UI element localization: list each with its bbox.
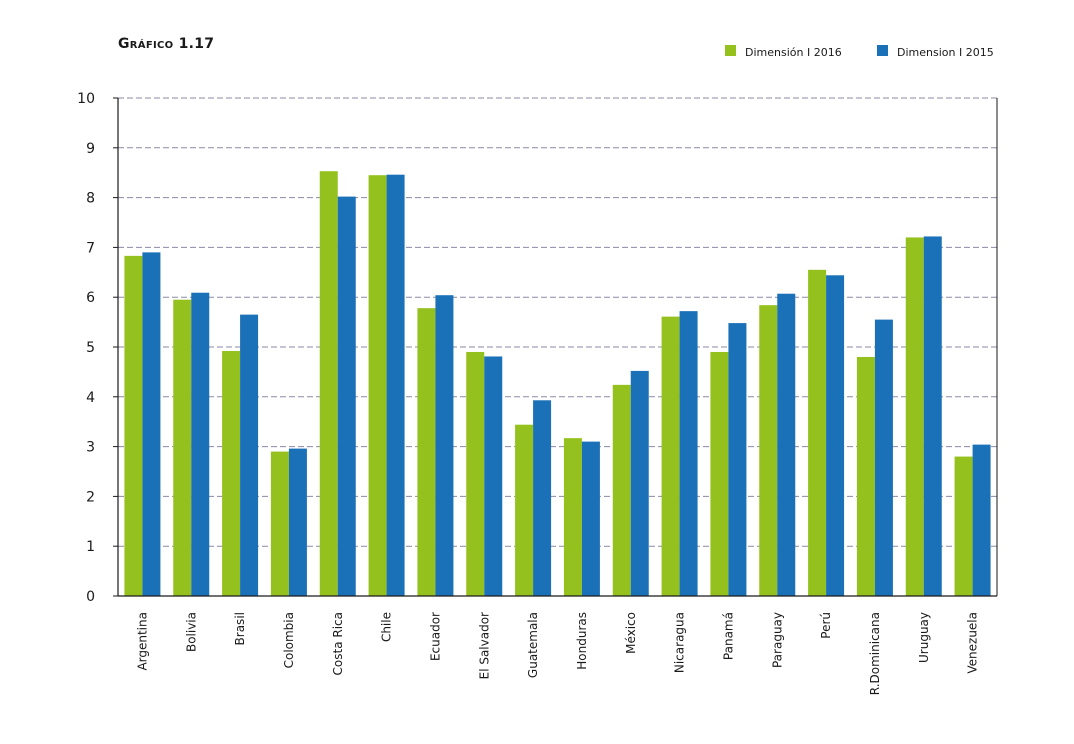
x-tick-label: Guatemala	[526, 612, 540, 678]
bar-2016	[173, 299, 192, 596]
bar-2016	[319, 171, 338, 596]
y-tick-label: 0	[86, 589, 95, 605]
bar-2015	[972, 444, 991, 596]
x-tick-label: Panamá	[721, 612, 735, 660]
bar-2015	[679, 311, 698, 596]
bar-2015	[923, 236, 942, 596]
y-tick-label: 9	[86, 141, 95, 157]
x-tick-label: Colombia	[282, 612, 296, 668]
bar-2016	[612, 384, 631, 596]
x-tick-label: Brasil	[233, 612, 247, 645]
bar-2015	[533, 400, 552, 596]
x-tick-label: Venezuela	[966, 612, 980, 674]
chart-title: Gráfico 1.17	[118, 36, 215, 52]
bar-2016	[710, 351, 729, 596]
bar-2015	[337, 196, 356, 596]
bar-2015	[826, 275, 845, 596]
bars	[124, 171, 991, 596]
bar-2016	[954, 456, 973, 596]
y-tick-label: 7	[86, 240, 95, 256]
legend-swatch	[877, 45, 888, 56]
bar-2015	[288, 448, 307, 596]
x-tick-label: Paraguay	[770, 612, 784, 668]
legend-swatch	[725, 45, 736, 56]
bar-2016	[417, 308, 436, 596]
bar-2016	[856, 356, 875, 596]
bar-2015	[484, 356, 503, 596]
x-tick-label: R.Dominicana	[868, 612, 882, 695]
y-tick-label: 10	[77, 91, 95, 107]
bar-2015	[142, 252, 161, 596]
x-tick-label: México	[624, 612, 638, 654]
bar-2015	[386, 174, 405, 596]
legend: Dimensión I 2016 Dimension I 2015	[725, 45, 994, 59]
bar-2016	[905, 237, 924, 596]
bar-2015	[874, 319, 893, 596]
bar-2015	[191, 292, 210, 596]
bar-2016	[270, 451, 289, 596]
bar-2015	[728, 323, 747, 596]
x-tick-label: Costa Rica	[331, 612, 345, 675]
x-tick-label: Uruguay	[917, 612, 931, 663]
x-tick-label: Honduras	[575, 612, 589, 670]
bar-2016	[661, 316, 680, 596]
x-tick-label: Perú	[819, 612, 833, 639]
bar-2016	[808, 269, 827, 596]
y-tick-labels: 0 1 2 3 4 5 6 7 8 9 10	[77, 91, 95, 605]
bar-2016	[515, 424, 534, 596]
y-tick-label: 2	[86, 489, 95, 505]
bar-2016	[222, 350, 241, 596]
bar-2015	[240, 314, 259, 596]
bar-2015	[777, 293, 796, 596]
y-tick-label: 8	[86, 191, 95, 207]
x-tick-label: Nicaragua	[673, 612, 687, 673]
x-tick-label: Bolivia	[184, 612, 198, 652]
x-tick-label: Chile	[380, 612, 394, 642]
legend-label: Dimension I 2015	[897, 46, 994, 59]
bar-2015	[435, 295, 454, 596]
x-tick-label: Ecuador	[428, 612, 442, 661]
gridlines	[113, 97, 997, 597]
bar-2016	[124, 255, 143, 596]
y-tick-label: 4	[86, 390, 95, 406]
x-tick-labels: Argentina Bolivia Brasil Colombia Costa Rica…	[135, 612, 979, 695]
axes	[117, 98, 998, 597]
bar-2016	[563, 438, 582, 596]
y-tick-label: 1	[86, 539, 95, 555]
bar-2015	[581, 441, 600, 596]
y-tick-label: 3	[86, 440, 95, 456]
bar-2016	[368, 175, 387, 596]
legend-label: Dimensión I 2016	[745, 46, 842, 59]
y-tick-label: 6	[86, 290, 95, 306]
x-tick-label: El Salvador	[477, 612, 491, 679]
bar-2016	[466, 351, 485, 596]
y-tick-label: 5	[86, 340, 95, 356]
bar-2015	[630, 370, 649, 596]
bar-2016	[759, 305, 778, 596]
x-tick-label: Argentina	[135, 612, 149, 671]
